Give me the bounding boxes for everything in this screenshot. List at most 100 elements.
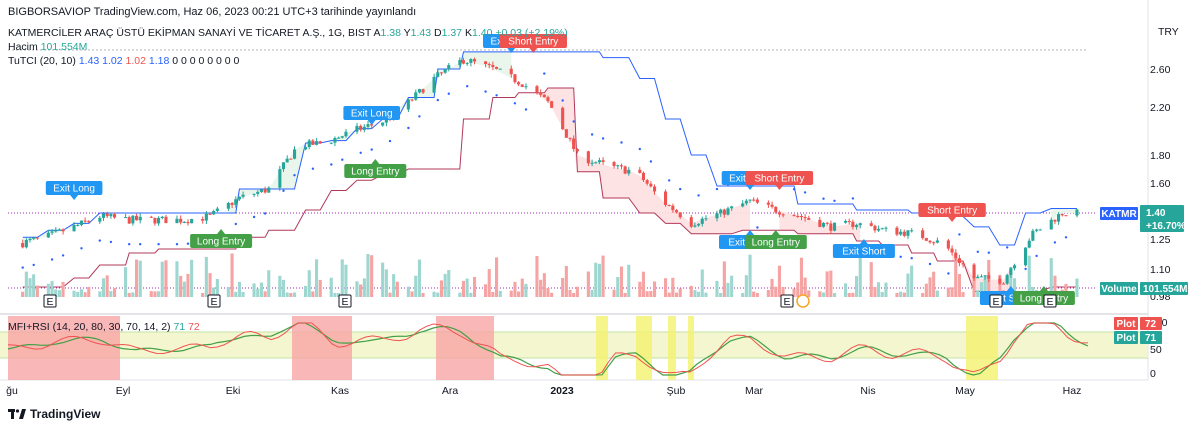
trailing-stop-dot: [80, 247, 83, 250]
candle-body: [215, 208, 219, 211]
trailing-stop-dot: [157, 243, 160, 246]
volume-bar: [1064, 283, 1068, 297]
trailing-stop-dot: [958, 233, 961, 236]
candle-body: [1027, 240, 1031, 248]
x-tick-label: Eki: [226, 385, 241, 397]
candle-body: [1024, 247, 1028, 266]
candle-body: [730, 206, 734, 209]
signal-short-entry: Short Entry: [745, 171, 814, 190]
candle-body: [135, 215, 139, 221]
candle-body: [465, 62, 469, 64]
candle-body: [21, 243, 25, 248]
volume-bar: [950, 287, 954, 297]
candle-body: [612, 162, 616, 166]
trailing-stop-dot: [388, 139, 392, 143]
volume-bar: [884, 282, 888, 297]
candle-body: [847, 221, 851, 222]
volume-bar: [799, 257, 803, 297]
trailing-stop-dot: [543, 72, 546, 75]
volume-bar: [443, 273, 447, 297]
volume-bar: [781, 287, 785, 297]
candle-body: [57, 229, 61, 231]
volume-bar: [715, 280, 719, 297]
candle-body: [524, 86, 528, 88]
candle-body: [98, 217, 102, 222]
earnings-marker-box: [989, 294, 1003, 308]
volume-bar: [689, 285, 693, 297]
volume-bar: [83, 292, 87, 297]
candle-body: [678, 212, 682, 218]
volume-bar: [179, 275, 183, 297]
x-tick-label: Ara: [442, 385, 459, 397]
rsi-zone: [668, 316, 676, 380]
candle-body: [766, 202, 770, 205]
candle-body: [160, 216, 164, 218]
trailing-stop-dot: [495, 94, 498, 97]
earnings-marker-box: [43, 294, 57, 308]
trailing-stop-dot: [447, 92, 450, 95]
volume-bar: [131, 292, 135, 297]
volume-bar: [542, 273, 546, 297]
candle-body: [1060, 214, 1064, 216]
candle-body: [983, 275, 987, 277]
volume-bar: [902, 292, 906, 297]
volume-value: 101.554M: [40, 41, 88, 53]
signal-box: [343, 106, 400, 120]
volume-bar: [693, 290, 697, 297]
candle-body: [127, 217, 131, 224]
trailing-stop-dot: [436, 98, 439, 102]
candle-body: [653, 186, 657, 192]
candle-body: [972, 264, 976, 279]
earnings-marker-label: E: [992, 296, 999, 308]
candle-body: [281, 162, 285, 170]
trailing-stop-dot: [928, 262, 932, 266]
volume-bar: [410, 291, 414, 297]
volume-bar: [855, 276, 859, 297]
candle-body: [649, 183, 653, 187]
volume-bar: [395, 281, 399, 297]
trailing-stop-dot: [803, 191, 807, 194]
signal-pointer: [775, 185, 784, 190]
candle-body: [895, 227, 899, 235]
candle-body: [447, 65, 451, 70]
volume-bar: [972, 271, 976, 297]
volume-bar: [976, 290, 980, 297]
signal-label: Long Entry: [351, 167, 399, 178]
volume-bar: [821, 292, 825, 297]
currency-label: TRY: [1158, 26, 1179, 38]
volume-bar: [281, 279, 285, 297]
trailing-stop-dot: [1035, 254, 1038, 258]
x-tick-label: Kas: [331, 385, 349, 397]
symbol-tag-label: KATMR: [1101, 209, 1137, 220]
candle-body: [131, 215, 135, 224]
candle-body: [568, 137, 572, 139]
signal-label: Short Entry: [508, 37, 558, 48]
volume-bar: [201, 293, 205, 297]
candle-body: [263, 189, 267, 193]
candle-body: [32, 237, 36, 239]
last-price-value: 1.40: [1146, 208, 1166, 219]
candle-body: [722, 209, 726, 215]
candle-body: [821, 222, 825, 227]
volume-bar: [957, 274, 961, 297]
volume-bar: [381, 262, 385, 297]
trailing-stop-dot: [370, 148, 373, 151]
trailing-stop-dot: [1053, 241, 1057, 244]
volume-bar: [318, 279, 322, 297]
candle-body: [641, 172, 645, 181]
volume-bar: [601, 255, 605, 297]
candle-body: [818, 219, 822, 227]
volume-bar: [259, 282, 263, 297]
volume-bar: [924, 283, 928, 297]
volume-bar: [289, 293, 293, 297]
volume-bar: [979, 282, 983, 297]
trailing-stop-dot: [792, 188, 796, 191]
volume-bar: [700, 269, 704, 297]
volume-bar: [520, 278, 524, 297]
candle-body: [469, 59, 473, 63]
volume-bar: [495, 257, 499, 297]
volume-bar: [796, 282, 800, 297]
candle-body: [421, 89, 425, 93]
trailing-stop-dot: [679, 187, 682, 191]
